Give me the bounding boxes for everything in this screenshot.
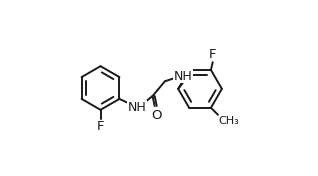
Text: O: O — [151, 109, 162, 122]
Text: NH: NH — [128, 100, 146, 114]
Text: NH: NH — [174, 70, 193, 83]
Text: F: F — [97, 120, 104, 133]
Text: F: F — [209, 48, 217, 61]
Text: CH₃: CH₃ — [219, 116, 239, 126]
